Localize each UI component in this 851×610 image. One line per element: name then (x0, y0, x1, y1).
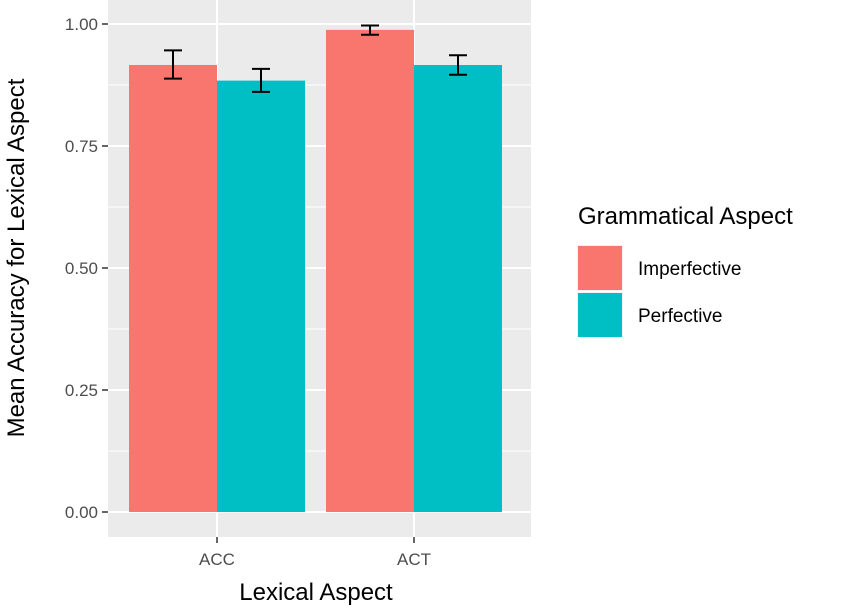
y-tick-label: 1.00 (65, 15, 98, 34)
legend-title: Grammatical Aspect (578, 203, 793, 230)
legend-swatch-imperfective (578, 246, 622, 290)
y-tick-label: 0.00 (65, 503, 98, 522)
legend-label-perfective: Perfective (638, 306, 722, 327)
x-tick-label: ACT (397, 550, 431, 569)
error-bar-imperfective-act (361, 24, 379, 36)
y-tick-label: 0.75 (65, 137, 98, 156)
x-tick-label: ACC (199, 550, 235, 569)
bar-imperfective-acc (129, 64, 217, 512)
bar-perfective-acc (217, 80, 305, 512)
y-axis: 0.00 0.25 0.50 0.75 1.00 (65, 15, 108, 522)
y-tick-label: 0.50 (65, 259, 98, 278)
bar-perfective-act (414, 64, 502, 512)
bar-imperfective-act (326, 29, 414, 513)
error-bars (164, 24, 467, 93)
x-axis-title: Lexical Aspect (239, 579, 393, 606)
y-tick-label: 0.25 (65, 381, 98, 400)
error-bar-perfective-acc (252, 67, 270, 93)
error-bar-perfective-act (449, 54, 467, 76)
error-bar-imperfective-acc (164, 49, 182, 80)
legend: Grammatical Aspect Imperfective Perfectiv… (577, 203, 793, 338)
legend-label-imperfective: Imperfective (638, 259, 741, 280)
legend-swatch-perfective (578, 293, 622, 337)
y-axis-title: Mean Accuracy for Lexical Aspect (3, 78, 30, 437)
bars (129, 29, 502, 513)
x-axis: ACC ACT (199, 537, 431, 569)
